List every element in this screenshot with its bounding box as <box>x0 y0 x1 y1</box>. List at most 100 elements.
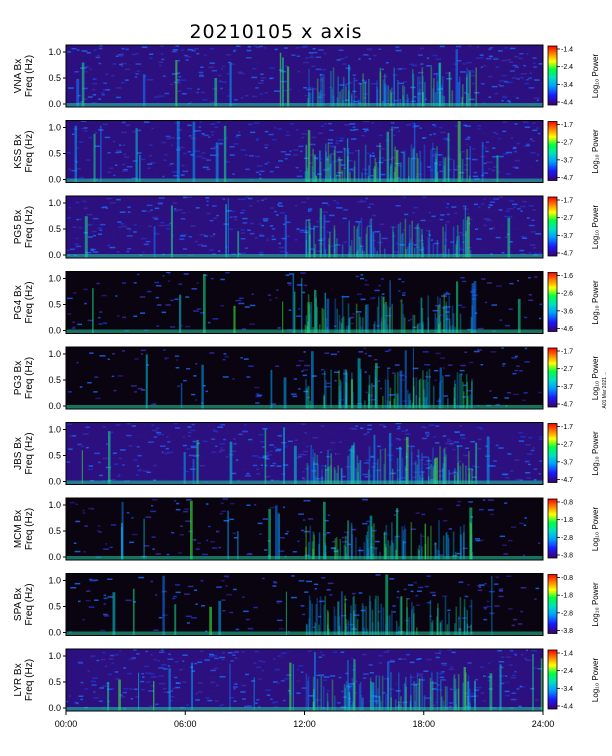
spectrogram-texture <box>66 120 543 183</box>
x-tick-label: 06:00 <box>174 719 197 729</box>
y-axis-label: MCM BxFreq (Hz) <box>13 508 35 550</box>
colorbar-tick-label: -2.4 <box>561 64 573 71</box>
colorbar-label: Log₁₀ Power <box>591 658 600 703</box>
y-tick-label: 1.0 <box>48 651 61 661</box>
colorbar-tick-label: -2.6 <box>561 291 573 298</box>
y-tick-label: 1.0 <box>48 576 61 586</box>
colorbar-tick-label: -3.6 <box>561 308 573 315</box>
y-tick-label: 0.0 <box>48 175 61 185</box>
colorbar-tick-label: -3.7 <box>561 459 573 466</box>
colorbar <box>547 45 558 106</box>
y-tick-label: 1.0 <box>48 47 61 57</box>
spectrogram-background <box>66 347 543 409</box>
plot-frame <box>65 44 544 108</box>
y-axis-label: PG4 BxFreq (Hz) <box>13 281 35 323</box>
colorbar-label: Log₁₀ Power <box>591 582 600 627</box>
y-tick-label: 0.5 <box>48 224 61 234</box>
plot-frame <box>65 271 544 334</box>
y-tick-label: 0.5 <box>48 73 61 83</box>
y-axis-label: VNA BxFreq (Hz) <box>13 55 35 97</box>
colorbar-tick-label: -1.8 <box>561 517 573 524</box>
spectrogram-texture <box>66 422 544 485</box>
y-axis-label: SPA BxFreq (Hz) <box>13 583 35 625</box>
spectrogram-texture <box>66 271 544 334</box>
spectrogram-texture <box>66 649 544 711</box>
colorbar-tick-label: -2.8 <box>561 610 573 617</box>
x-tick-label: 00:00 <box>55 719 78 729</box>
colorbar-tick-label: -4.6 <box>561 326 573 333</box>
side-annotation: A01 Mar 2021 ... <box>602 372 608 409</box>
y-tick-label: 0.0 <box>48 628 61 638</box>
colorbar-tick-label: -2.8 <box>561 535 573 542</box>
panel-vna: 0.0 0.5 1.0 VNA BxFreq (Hz) -1.4 -2.4 -3.4 -4.4… <box>13 44 600 109</box>
colorbar-tick-label: -2.7 <box>561 215 573 222</box>
y-tick-label: 0.5 <box>48 149 61 159</box>
colorbar-tick-label: -4.7 <box>561 175 573 182</box>
colorbar-label: Log₁₀ Power <box>591 129 600 174</box>
y-tick-label: 0.0 <box>48 401 61 411</box>
y-axis-label: PG3 BxFreq (Hz) <box>13 357 35 399</box>
panel-pg5: 0.0 0.5 1.0 PG5 BxFreq (Hz) -1.7 -2.7 -3.7 -4.7… <box>13 195 600 260</box>
y-tick-label: 1.0 <box>48 425 61 435</box>
y-axis-label: JBS BxFreq (Hz) <box>13 432 35 474</box>
colorbar-tick-label: -2.7 <box>561 442 573 449</box>
colorbar-label: Log₁₀ Power <box>591 356 600 401</box>
colorbar-tick-label: -4.4 <box>561 704 573 711</box>
y-tick-label: 0.0 <box>48 326 61 336</box>
colorbar <box>547 347 558 408</box>
x-tick-label: 18:00 <box>412 719 435 729</box>
spectrogram-texture <box>66 574 543 636</box>
panel-kss: 0.0 0.5 1.0 KSS BxFreq (Hz) -1.7 -2.7 -3.7 -4.7… <box>13 120 600 185</box>
spectrogram-texture <box>66 196 543 258</box>
y-tick-label: 1.0 <box>48 500 61 510</box>
y-tick-label: 1.0 <box>48 349 61 359</box>
x-tick-label: 12:00 <box>293 719 316 729</box>
colorbar-label: Log₁₀ Power <box>591 431 600 476</box>
colorbar <box>547 649 558 710</box>
colorbar <box>547 272 558 332</box>
spectrogram-texture <box>66 347 543 409</box>
spectrogram-background <box>66 196 543 258</box>
plot-frame <box>65 346 544 410</box>
y-tick-label: 0.5 <box>48 526 61 536</box>
panel-mcm: 0.0 0.5 1.0 MCM BxFreq (Hz) -0.8 -1.8 -2.8 -3.8… <box>13 497 600 562</box>
colorbar <box>547 423 558 483</box>
y-tick-label: 1.0 <box>48 123 61 133</box>
y-tick-label: 0.0 <box>48 99 61 109</box>
y-tick-label: 0.0 <box>48 250 61 260</box>
colorbar-tick-label: -1.4 <box>561 47 573 54</box>
colorbar-tick-label: -3.8 <box>561 553 573 560</box>
plot-frame <box>65 120 544 183</box>
panel-pg4: 0.0 0.5 1.0 PG4 BxFreq (Hz) -1.6 -2.6 -3.6 -4.6… <box>13 271 600 336</box>
y-axis-label: LYR BxFreq (Hz) <box>13 659 35 701</box>
y-tick-label: 1.0 <box>48 274 61 284</box>
plot-frame <box>65 195 544 259</box>
colorbar-tick-label: -1.7 <box>561 122 573 129</box>
colorbar-tick-label: -4.4 <box>561 100 573 107</box>
colorbar <box>547 498 558 559</box>
spectrogram-background <box>66 573 543 636</box>
colorbar-label: Log₁₀ Power <box>591 54 600 99</box>
panel-spa: 0.0 0.5 1.0 SPA BxFreq (Hz) -0.8 -1.8 -2.8 -3.8… <box>13 573 600 638</box>
colorbar-tick-label: -2.7 <box>561 140 573 147</box>
colorbar-tick-label: -1.8 <box>561 593 573 600</box>
colorbar <box>547 121 558 181</box>
plot-frame <box>65 497 544 561</box>
panel-pg3: 0.0 0.5 1.0 PG3 BxFreq (Hz) -1.7 -2.7 -3.7 -4.7… <box>13 346 600 411</box>
time-axis: 00:00 06:00 12:00 18:00 24:00 <box>55 711 554 729</box>
panel-jbs: 0.0 0.5 1.0 JBS BxFreq (Hz) -1.7 -2.7 -3.7 -4.7… <box>13 422 600 487</box>
colorbar-tick-label: -4.7 <box>561 251 573 258</box>
y-tick-label: 0.0 <box>48 703 61 713</box>
y-tick-label: 0.5 <box>48 602 61 612</box>
y-axis-label: PG5 BxFreq (Hz) <box>13 206 35 248</box>
y-tick-label: 0.5 <box>48 677 61 687</box>
colorbar-tick-label: -1.7 <box>561 198 573 205</box>
colorbar-tick-label: -2.4 <box>561 668 573 675</box>
colorbar-tick-label: -3.8 <box>561 628 573 635</box>
colorbar-tick-label: -1.7 <box>561 349 573 356</box>
y-tick-label: 0.5 <box>48 451 61 461</box>
plot-frame <box>65 573 544 636</box>
colorbar <box>547 196 558 257</box>
colorbar-tick-label: -3.4 <box>561 686 573 693</box>
colorbar-tick-label: -4.7 <box>561 477 573 484</box>
